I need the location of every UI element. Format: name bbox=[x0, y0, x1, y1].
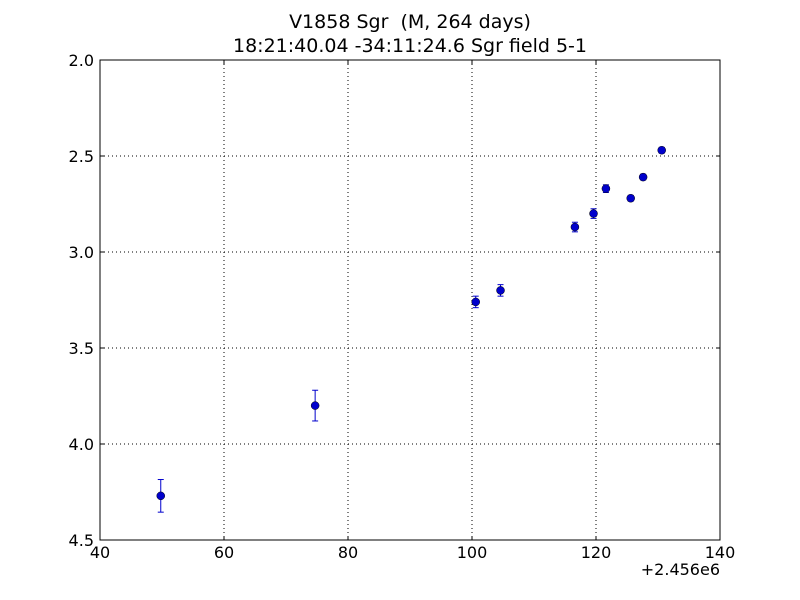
plot-frame bbox=[99, 59, 721, 541]
y-tick-label: 4.5 bbox=[69, 531, 94, 550]
data-point bbox=[310, 401, 320, 410]
data-point bbox=[496, 286, 505, 295]
chart-subtitle: 18:21:40.04 -34:11:24.6 Sgr field 5-1 bbox=[233, 35, 587, 57]
data-point bbox=[570, 222, 580, 232]
y-tick-label: 3.5 bbox=[69, 339, 94, 358]
chart-title: V1858 Sgr (M, 264 days) bbox=[289, 11, 531, 33]
x-axis-offset-label: +2.456e6 bbox=[640, 560, 720, 579]
data-point bbox=[626, 193, 635, 203]
y-tick-label: 2.0 bbox=[69, 51, 94, 70]
data-point bbox=[601, 184, 611, 193]
x-tick-label: 140 bbox=[705, 543, 736, 562]
data-point bbox=[638, 172, 648, 182]
y-tick-label: 4.0 bbox=[69, 435, 94, 454]
data-point bbox=[657, 145, 666, 155]
data-point bbox=[589, 209, 598, 218]
x-tick-label: 100 bbox=[457, 543, 488, 562]
x-tick-label: 40 bbox=[90, 543, 110, 562]
data-point bbox=[471, 297, 480, 307]
y-tick-label: 2.5 bbox=[69, 147, 94, 166]
data-point bbox=[156, 491, 166, 501]
x-tick-label: 60 bbox=[214, 543, 234, 562]
x-tick-label: 120 bbox=[581, 543, 612, 562]
y-tick-label: 3.0 bbox=[69, 243, 94, 262]
x-tick-label: 80 bbox=[338, 543, 358, 562]
